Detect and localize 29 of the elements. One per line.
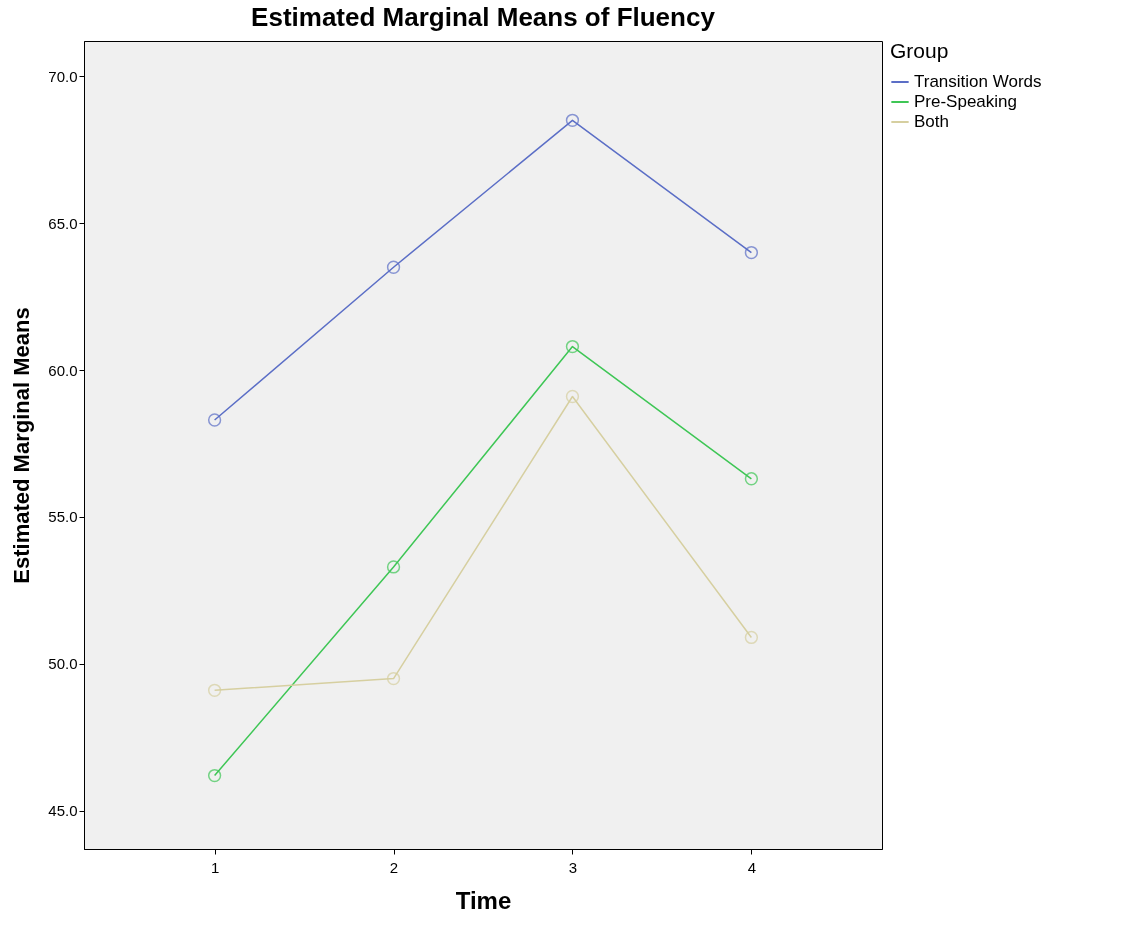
y-tick-label: 45.0 bbox=[48, 802, 78, 820]
legend-label: Both bbox=[914, 112, 949, 131]
point bbox=[744, 245, 759, 260]
point bbox=[565, 339, 580, 354]
point bbox=[207, 768, 222, 783]
x-tick-label: 4 bbox=[747, 858, 757, 876]
legend-label: Pre-Speaking bbox=[914, 92, 1018, 111]
y-tick-label: 50.0 bbox=[48, 655, 78, 673]
point bbox=[565, 389, 580, 404]
point bbox=[207, 413, 222, 427]
x-tick-label: 3 bbox=[568, 858, 578, 876]
point bbox=[207, 683, 222, 697]
chart-title: Estimated Marginal Means of Fluency bbox=[251, 2, 716, 32]
y-tick-label: 55.0 bbox=[48, 508, 78, 526]
y-tick-label: 65.0 bbox=[48, 214, 78, 232]
x-tick-label: 1 bbox=[210, 858, 220, 876]
y-tick-label: 70.0 bbox=[48, 67, 78, 85]
point bbox=[744, 472, 759, 486]
x-tick-label: 2 bbox=[389, 858, 399, 876]
point bbox=[386, 671, 401, 686]
point bbox=[386, 560, 401, 574]
point bbox=[565, 113, 580, 127]
point bbox=[744, 630, 759, 645]
y-tick-label: 60.0 bbox=[48, 361, 78, 379]
x-axis-title: Time bbox=[455, 886, 512, 914]
legend-label: Transition Words bbox=[914, 72, 1042, 91]
point bbox=[386, 260, 401, 274]
y-axis-title: Estimated Marginal Means bbox=[9, 307, 35, 584]
legend-title: Group bbox=[890, 39, 949, 62]
